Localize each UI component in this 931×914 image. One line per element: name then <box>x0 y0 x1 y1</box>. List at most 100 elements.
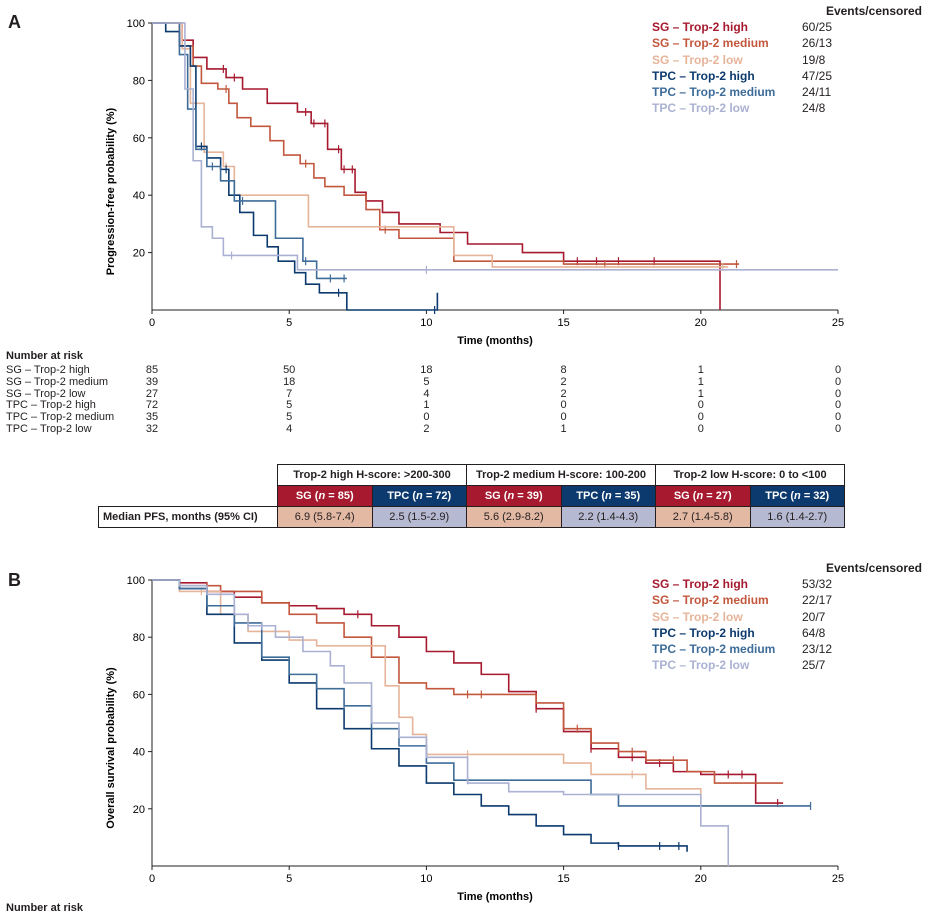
arm-label: TPC ( <box>387 490 417 502</box>
risk-count: 0 <box>834 364 842 376</box>
arm-n-symbol: n <box>696 490 704 502</box>
x-tick-label: 20 <box>695 317 707 329</box>
arm-n-symbol: n <box>507 490 515 502</box>
risk-count: 35 <box>145 411 159 424</box>
legend-header: Events/censored <box>825 561 922 575</box>
x-tick-label: 5 <box>286 873 292 885</box>
arm-header: SG (n = 39) <box>466 485 562 507</box>
legend-events-censored: 22/17 <box>802 593 833 608</box>
os-legend: Events/censored SG – Trop-2 high 53/32 SG –… <box>652 561 922 674</box>
legend-entry: TPC – Trop-2 medium 23/12 <box>652 641 922 657</box>
arm-header: TPC (n = 32) <box>749 485 845 507</box>
risk-row-label: SG – Trop-2 medium <box>6 375 109 388</box>
number-at-risk-title-b: Number at risk <box>6 902 84 914</box>
risk-count: 2 <box>560 375 567 388</box>
pfs-legend: Events/censored SG – Trop-2 high 60/25 SG –… <box>652 4 922 117</box>
legend-entry: TPC – Trop-2 low 24/8 <box>652 100 922 116</box>
group-header-high: Trop-2 high H-score: >200-300 <box>277 464 467 486</box>
arm-label: SG ( <box>484 490 508 502</box>
y-tick-label: 100 <box>127 18 145 30</box>
legend-series-name: TPC – Trop-2 low <box>652 658 750 673</box>
risk-count: 1 <box>697 364 704 376</box>
risk-count: 4 <box>423 387 430 400</box>
x-axis-label: Time (months) <box>457 891 533 903</box>
legend-series-name: SG – Trop-2 low <box>652 52 743 67</box>
legend-header: Events/censored <box>825 4 922 18</box>
risk-count: 0 <box>834 423 842 435</box>
legend-events-censored: 23/12 <box>802 642 833 657</box>
arm-count: = 39) <box>514 490 543 502</box>
risk-count: 0 <box>560 399 567 412</box>
arm-count: = 85) <box>325 490 354 502</box>
median-pfs-value: 6.9 (5.8-7.4) <box>277 506 373 528</box>
km-curve-tpc-trop-2-high <box>152 579 688 852</box>
risk-count: 8 <box>560 364 567 376</box>
legend-series-name: SG – Trop-2 high <box>652 577 749 591</box>
median-pfs-value: 5.6 (2.9-8.2) <box>466 506 562 528</box>
legend-series-name: TPC – Trop-2 high <box>652 68 755 83</box>
risk-row-label: SG – Trop-2 low <box>6 387 86 400</box>
x-axis-label: Time (months) <box>457 335 533 347</box>
risk-row-label: SG – Trop-2 high <box>6 364 90 376</box>
risk-count: 39 <box>145 375 159 388</box>
risk-count: 18 <box>283 375 296 388</box>
y-tick-label: 20 <box>133 804 145 816</box>
risk-count: 5 <box>286 399 293 412</box>
y-tick-label: 40 <box>133 747 145 759</box>
x-tick-label: 25 <box>832 873 844 885</box>
y-tick-label: 60 <box>133 133 145 145</box>
arm-label: TPC ( <box>765 490 795 502</box>
risk-count: 5 <box>423 375 430 388</box>
legend-events-censored: 60/25 <box>802 20 833 34</box>
risk-count: 4 <box>286 423 293 435</box>
legend-series-name: TPC – Trop-2 medium <box>652 85 776 100</box>
x-tick-label: 20 <box>695 873 707 885</box>
risk-count: 27 <box>145 387 159 400</box>
arm-count: = 35) <box>611 490 641 502</box>
legend-events-censored: 64/8 <box>802 625 826 640</box>
risk-row-label: TPC – Trop-2 medium <box>6 411 115 424</box>
median-pfs-value: 1.6 (1.4-2.7) <box>749 506 845 528</box>
legend-events-censored: 24/8 <box>802 101 826 116</box>
table-corner <box>99 486 278 507</box>
arm-label: SG ( <box>295 490 319 502</box>
legend-series-name: SG – Trop-2 medium <box>652 36 769 51</box>
legend-entry: TPC – Trop-2 high 64/8 <box>652 625 922 641</box>
legend-events-censored: 24/11 <box>802 85 832 100</box>
risk-count: 7 <box>286 387 293 400</box>
risk-count: 50 <box>283 364 296 376</box>
risk-count: 1 <box>697 387 704 400</box>
arm-count: = 72) <box>422 490 452 502</box>
x-tick-label: 10 <box>420 873 432 885</box>
km-curve-sg-trop-2-medium <box>152 579 784 784</box>
median-pfs-value: 2.2 (1.4-4.3) <box>560 506 656 528</box>
panel-b-letter: B <box>8 570 21 590</box>
risk-count: 85 <box>145 364 159 376</box>
arm-header: SG (n = 85) <box>277 485 373 507</box>
y-tick-label: 40 <box>133 190 145 202</box>
legend-entry: TPC – Trop-2 high 47/25 <box>652 68 922 84</box>
legend-series-name: SG – Trop-2 low <box>652 609 743 624</box>
arm-label: TPC ( <box>576 490 606 502</box>
arm-header: TPC (n = 72) <box>371 485 467 507</box>
median-pfs-value: 2.5 (1.5-2.9) <box>371 506 467 528</box>
legend-entry: SG – Trop-2 low 19/8 <box>652 52 922 68</box>
risk-count: 2 <box>423 423 430 435</box>
group-header-low: Trop-2 low H-score: 0 to <100 <box>655 464 845 486</box>
legend-events-censored: 25/7 <box>802 658 826 673</box>
risk-count: 5 <box>286 411 293 424</box>
y-tick-label: 100 <box>127 575 145 587</box>
km-curve-sg-trop-2-medium <box>152 22 740 265</box>
legend-events-censored: 20/7 <box>802 609 826 624</box>
y-axis-label: Progression-free probability (%) <box>105 107 117 275</box>
median-pfs-table: Trop-2 high H-score: >200-300 Trop-2 med… <box>98 464 845 528</box>
x-tick-label: 25 <box>832 317 844 329</box>
arm-n-symbol: n <box>605 490 612 502</box>
legend-entry: SG – Trop-2 medium 26/13 <box>652 35 922 51</box>
risk-row-label: TPC – Trop-2 low <box>6 423 92 435</box>
risk-count: 0 <box>560 411 567 424</box>
group-header-medium: Trop-2 medium H-score: 100-200 <box>466 464 656 486</box>
arm-label: SG ( <box>673 490 697 502</box>
legend-series-name: SG – Trop-2 high <box>652 20 749 34</box>
legend-events-censored: 26/13 <box>802 36 833 51</box>
